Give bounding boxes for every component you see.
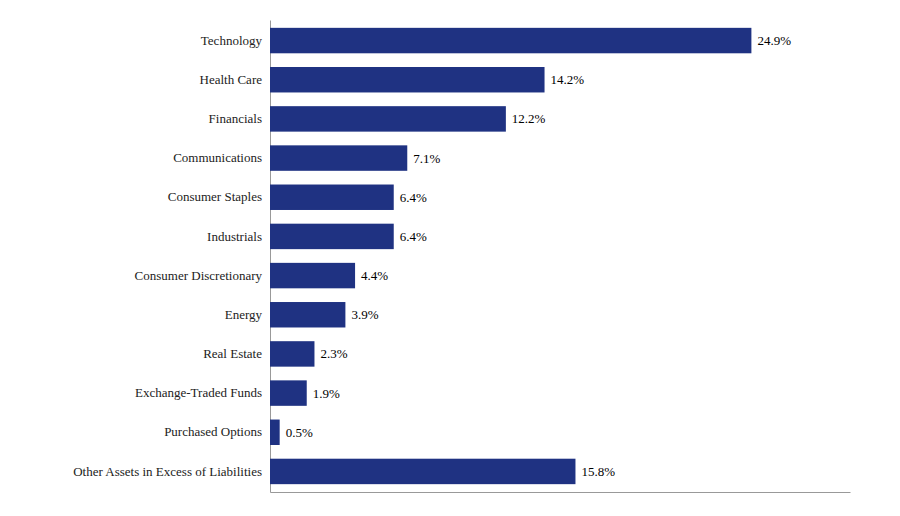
bar [270, 263, 355, 288]
data-labels: 24.9% 14.2% 12.2% 7.1% 6.4% 6.4% 4.4% 3.9% 2.3% 1… [286, 33, 791, 479]
data-label: 6.4% [400, 229, 427, 244]
bar [270, 224, 394, 249]
y-tick: Consumer Discretionary [135, 268, 263, 283]
y-tick-label: Real Estate [203, 346, 262, 361]
data-label: 24.9% [757, 33, 791, 48]
bar [270, 341, 314, 366]
y-tick-label: Other Assets in Excess of Liabilities [73, 464, 262, 479]
y-tick: Energy [225, 307, 263, 322]
y-tick-label: Consumer Staples [168, 189, 262, 204]
y-tick: Health Care [200, 72, 263, 87]
data-label: 3.9% [351, 307, 378, 322]
bars [270, 28, 751, 484]
data-label: 6.4% [400, 190, 427, 205]
y-tick-label: Communications [173, 150, 262, 165]
y-tick: Purchased Options [164, 424, 262, 439]
bar [270, 185, 394, 210]
y-tick: Technology [201, 33, 263, 48]
data-label: 15.8% [581, 464, 615, 479]
data-label: 1.9% [313, 386, 340, 401]
y-tick-label: Energy [225, 307, 263, 322]
bar [270, 420, 280, 445]
y-axis: Technology Health Care Financials Communica… [73, 21, 270, 493]
chart: Technology Health Care Financials Communica… [0, 0, 900, 516]
bar [270, 459, 575, 484]
plot-area: Technology Health Care Financials Communica… [73, 21, 850, 493]
data-label: 0.5% [286, 425, 313, 440]
y-tick-label: Industrials [207, 229, 262, 244]
y-tick: Real Estate [203, 346, 262, 361]
bar [270, 302, 345, 327]
data-label: 7.1% [413, 151, 440, 166]
bar [270, 28, 751, 53]
y-tick: Other Assets in Excess of Liabilities [73, 464, 262, 479]
x-axis [271, 492, 851, 493]
bar [270, 67, 545, 92]
data-label: 4.4% [361, 268, 388, 283]
y-tick-label: Technology [201, 33, 263, 48]
y-tick-label: Health Care [200, 72, 263, 87]
data-label: 2.3% [320, 346, 347, 361]
y-tick: Consumer Staples [168, 189, 262, 204]
y-tick: Financials [209, 111, 262, 126]
bar [270, 106, 506, 131]
x-axis-line [271, 492, 851, 493]
y-tick-label: Exchange-Traded Funds [135, 385, 262, 400]
bar [270, 145, 407, 170]
y-tick-label: Consumer Discretionary [135, 268, 263, 283]
bar [270, 380, 307, 405]
y-tick: Industrials [207, 229, 262, 244]
y-tick: Exchange-Traded Funds [135, 385, 262, 400]
y-tick-label: Purchased Options [164, 424, 262, 439]
y-tick-label: Financials [209, 111, 262, 126]
y-tick: Communications [173, 150, 262, 165]
data-label: 12.2% [512, 111, 546, 126]
data-label: 14.2% [551, 72, 585, 87]
